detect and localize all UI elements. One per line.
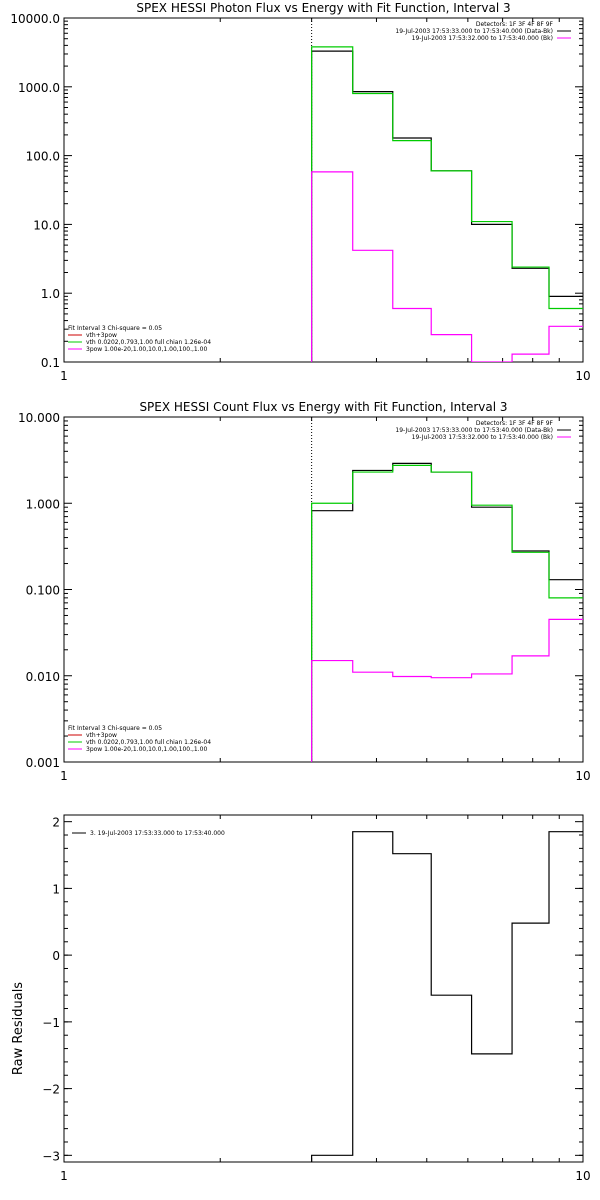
x-tick-label: 10 [575, 369, 590, 383]
y-tick-label: 0 [52, 949, 60, 963]
info-line: 19-Jul-2003 17:53:32.000 to 17:53:40.000… [412, 434, 553, 441]
y-tick-label: 0.010 [26, 670, 60, 684]
y-tick-label: −2 [42, 1083, 60, 1097]
data-layer [311, 831, 583, 1162]
y-tick-label: 0.1 [41, 356, 60, 370]
residuals-panel: −3 −2 −1 0 1 2 1 10 Raw Residuals 3. 19-Jul-2003 … [11, 814, 591, 1183]
legend-label: 3. 19-Jul-2003 17:53:33.000 to 17:53:40.… [90, 830, 225, 837]
legend-label: 3pow 1.00e-20,1.00,10.0,1.00,100.,1.00 [86, 346, 207, 353]
y-tick-label: 1.0 [41, 287, 60, 301]
series-2-step-line [311, 618, 583, 762]
series-2-step-line [311, 171, 583, 362]
chart-title: SPEX HESSI Photon Flux vs Energy with Fi… [136, 1, 510, 15]
y-tick-label: 10.000 [18, 411, 60, 425]
info-line: 19-Jul-2003 17:53:33.000 to 17:53:40.000… [395, 28, 553, 35]
axes-frame [63, 416, 584, 763]
y-tick-label: 0.001 [26, 756, 60, 770]
info-line: Detectors: 1F 3F 4F 8F 9F [476, 420, 554, 427]
legend-label: vth+3pow [86, 332, 117, 339]
y-tick-label: 1.000 [26, 497, 60, 511]
y-tick-label: −1 [42, 1016, 60, 1030]
y-tick-label: 2 [52, 816, 60, 830]
series-1-step-line [311, 464, 583, 762]
legend-label: 3pow 1.00e-20,1.00,10.0,1.00,100.,1.00 [86, 746, 207, 753]
legend-label: vth 0.0202,0.793,1.00 full chian 1.26e-0… [86, 339, 211, 346]
x-tick-label: 10 [575, 769, 590, 783]
axes-frame [63, 17, 584, 363]
x-tick-label: 1 [60, 369, 68, 383]
info-line: 19-Jul-2003 17:53:33.000 to 17:53:40.000… [395, 427, 553, 434]
count-flux-panel: SPEX HESSI Count Flux vs Energy with Fit… [18, 400, 591, 783]
info-line: Detectors: 1F 3F 4F 8F 9F [476, 21, 554, 28]
data-layer [311, 417, 583, 762]
x-tick-label: 1 [60, 769, 68, 783]
photon-flux-panel: SPEX HESSI Photon Flux vs Energy with Fi… [10, 1, 590, 383]
x-tick-label: 1 [60, 1169, 68, 1183]
series-0-step-line [311, 831, 583, 1162]
y-tick-label: 100.0 [26, 150, 60, 164]
y-tick-label: 10.0 [33, 218, 60, 232]
chart-title: SPEX HESSI Count Flux vs Energy with Fit… [139, 400, 507, 414]
data-layer [311, 18, 583, 362]
legend-label: vth+3pow [86, 732, 117, 739]
y-axis-label: Raw Residuals [11, 982, 26, 1075]
legend-header: Fit Interval 3 Chi-square = 0.05 [68, 725, 162, 732]
y-tick-label: 1000.0 [18, 81, 60, 95]
series-1-step-line [311, 46, 583, 362]
info-line: 19-Jul-2003 17:53:32.000 to 17:53:40.000… [412, 35, 553, 42]
y-tick-label: 1 [52, 882, 60, 896]
x-tick-label: 10 [575, 1169, 590, 1183]
y-tick-label: −3 [42, 1149, 60, 1163]
y-tick-label: 10000.0 [10, 12, 60, 26]
legend-header: Fit Interval 3 Chi-square = 0.05 [68, 325, 162, 332]
legend-label: vth 0.0202,0.793,1.00 full chian 1.26e-0… [86, 739, 211, 746]
series-0-step-line [311, 462, 583, 762]
y-tick-label: 0.100 [26, 584, 60, 598]
axes-frame [63, 814, 584, 1163]
